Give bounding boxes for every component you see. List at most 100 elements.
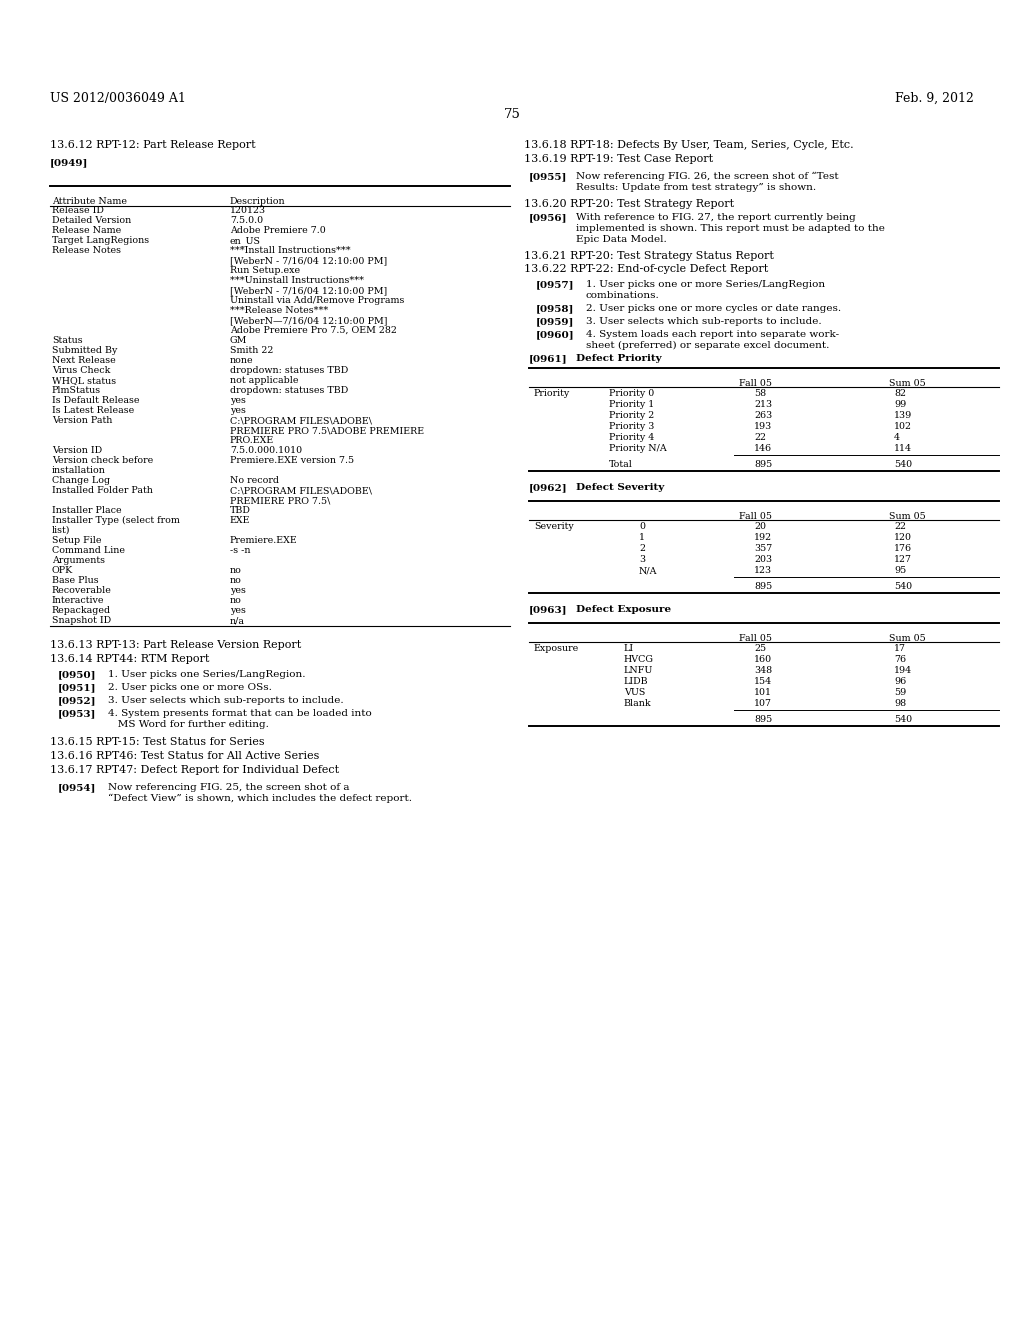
Text: Target LangRegions: Target LangRegions	[52, 236, 150, 246]
Text: 2. User picks one or more OSs.: 2. User picks one or more OSs.	[108, 682, 272, 692]
Text: 154: 154	[754, 677, 772, 686]
Text: 1. User picks one or more Series/LangRegion: 1. User picks one or more Series/LangReg…	[586, 280, 825, 289]
Text: yes: yes	[230, 606, 246, 615]
Text: 194: 194	[894, 667, 912, 675]
Text: Version Path: Version Path	[52, 416, 113, 425]
Text: 213: 213	[754, 400, 772, 409]
Text: 58: 58	[754, 389, 766, 399]
Text: 203: 203	[754, 554, 772, 564]
Text: 25: 25	[754, 644, 766, 653]
Text: Fall 05: Fall 05	[739, 634, 772, 643]
Text: 114: 114	[894, 444, 912, 453]
Text: Status: Status	[52, 337, 83, 345]
Text: [0962]: [0962]	[529, 483, 567, 492]
Text: 120123: 120123	[230, 206, 266, 215]
Text: 4. System presents format that can be loaded into: 4. System presents format that can be lo…	[108, 709, 372, 718]
Text: dropdown: statuses TBD: dropdown: statuses TBD	[230, 366, 348, 375]
Text: Sum 05: Sum 05	[889, 379, 926, 388]
Text: Epic Data Model.: Epic Data Model.	[575, 235, 667, 244]
Text: 3. User selects which sub-reports to include.: 3. User selects which sub-reports to inc…	[108, 696, 344, 705]
Text: 13.6.22 RPT-22: End-of-cycle Defect Report: 13.6.22 RPT-22: End-of-cycle Defect Repo…	[524, 264, 768, 275]
Text: Command Line: Command Line	[52, 546, 125, 554]
Text: LI: LI	[624, 644, 634, 653]
Text: LIDB: LIDB	[624, 677, 648, 686]
Text: Priority 4: Priority 4	[609, 433, 654, 442]
Text: 98: 98	[894, 700, 906, 708]
Text: EXE: EXE	[230, 516, 251, 525]
Text: Release Notes: Release Notes	[52, 246, 121, 255]
Text: ***Release Notes***: ***Release Notes***	[230, 306, 329, 315]
Text: 193: 193	[754, 422, 772, 432]
Text: Attribute Name: Attribute Name	[52, 197, 127, 206]
Text: Priority: Priority	[534, 389, 570, 399]
Text: Version ID: Version ID	[52, 446, 102, 455]
Text: dropdown: statuses TBD: dropdown: statuses TBD	[230, 385, 348, 395]
Text: US 2012/0036049 A1: US 2012/0036049 A1	[50, 92, 186, 106]
Text: MS Word for further editing.: MS Word for further editing.	[108, 719, 269, 729]
Text: 192: 192	[754, 533, 772, 543]
Text: 3: 3	[639, 554, 645, 564]
Text: no: no	[230, 597, 242, 605]
Text: 127: 127	[894, 554, 912, 564]
Text: Recoverable: Recoverable	[52, 586, 112, 595]
Text: Uninstall via Add/Remove Programs: Uninstall via Add/Remove Programs	[230, 296, 404, 305]
Text: Base Plus: Base Plus	[52, 576, 98, 585]
Text: Run Setup.exe: Run Setup.exe	[230, 267, 300, 275]
Text: Defect Exposure: Defect Exposure	[575, 605, 671, 614]
Text: 348: 348	[754, 667, 772, 675]
Text: [0954]: [0954]	[58, 783, 96, 792]
Text: N/A: N/A	[639, 566, 657, 576]
Text: Sum 05: Sum 05	[889, 634, 926, 643]
Text: No record: No record	[230, 477, 279, 484]
Text: [WeberN—7/16/04 12:10:00 PM]: [WeberN—7/16/04 12:10:00 PM]	[230, 315, 387, 325]
Text: Exposure: Exposure	[534, 644, 580, 653]
Text: Blank: Blank	[624, 700, 651, 708]
Text: 357: 357	[754, 544, 772, 553]
Text: 59: 59	[894, 688, 906, 697]
Text: Results: Update from test strategy” is shown.: Results: Update from test strategy” is s…	[575, 183, 816, 191]
Text: Priority 1: Priority 1	[609, 400, 654, 409]
Text: 895: 895	[754, 715, 772, 723]
Text: Is Latest Release: Is Latest Release	[52, 407, 134, 414]
Text: Now referencing FIG. 26, the screen shot of “Test: Now referencing FIG. 26, the screen shot…	[575, 172, 839, 181]
Text: [0961]: [0961]	[529, 354, 567, 363]
Text: [WeberN - 7/16/04 12:10:00 PM]: [WeberN - 7/16/04 12:10:00 PM]	[230, 256, 387, 265]
Text: LNFU: LNFU	[624, 667, 653, 675]
Text: [0953]: [0953]	[58, 709, 96, 718]
Text: 176: 176	[894, 544, 912, 553]
Text: Priority 3: Priority 3	[609, 422, 654, 432]
Text: 13.6.13 RPT-13: Part Release Version Report: 13.6.13 RPT-13: Part Release Version Rep…	[50, 640, 301, 649]
Text: 540: 540	[894, 582, 912, 591]
Text: Defect Priority: Defect Priority	[575, 354, 662, 363]
Text: Smith 22: Smith 22	[230, 346, 273, 355]
Text: 13.6.19 RPT-19: Test Case Report: 13.6.19 RPT-19: Test Case Report	[524, 154, 713, 164]
Text: Installed Folder Path: Installed Folder Path	[52, 486, 153, 495]
Text: n/a: n/a	[230, 616, 245, 624]
Text: 22: 22	[894, 521, 906, 531]
Text: Adobe Premiere Pro 7.5, OEM 282: Adobe Premiere Pro 7.5, OEM 282	[230, 326, 397, 335]
Text: PRO.EXE: PRO.EXE	[230, 436, 274, 445]
Text: 13.6.12 RPT-12: Part Release Report: 13.6.12 RPT-12: Part Release Report	[50, 140, 256, 150]
Text: 123: 123	[754, 566, 772, 576]
Text: en_US: en_US	[230, 236, 261, 246]
Text: Premiere.EXE: Premiere.EXE	[230, 536, 298, 545]
Text: 102: 102	[894, 422, 912, 432]
Text: [0958]: [0958]	[536, 304, 574, 313]
Text: PREMIERE PRO 7.5\: PREMIERE PRO 7.5\	[230, 496, 331, 506]
Text: not applicable: not applicable	[230, 376, 299, 385]
Text: yes: yes	[230, 407, 246, 414]
Text: Now referencing FIG. 25, the screen shot of a: Now referencing FIG. 25, the screen shot…	[108, 783, 349, 792]
Text: [0952]: [0952]	[58, 696, 96, 705]
Text: Priority 0: Priority 0	[609, 389, 654, 399]
Text: Fall 05: Fall 05	[739, 379, 772, 388]
Text: Snapshot ID: Snapshot ID	[52, 616, 112, 624]
Text: Next Release: Next Release	[52, 356, 116, 366]
Text: 13.6.18 RPT-18: Defects By User, Team, Series, Cycle, Etc.: 13.6.18 RPT-18: Defects By User, Team, S…	[524, 140, 854, 150]
Text: Setup File: Setup File	[52, 536, 101, 545]
Text: Submitted By: Submitted By	[52, 346, 118, 355]
Text: Priority 2: Priority 2	[609, 411, 654, 420]
Text: Repackaged: Repackaged	[52, 606, 112, 615]
Text: 1: 1	[639, 533, 645, 543]
Text: [0956]: [0956]	[529, 213, 567, 222]
Text: -s -n: -s -n	[230, 546, 251, 554]
